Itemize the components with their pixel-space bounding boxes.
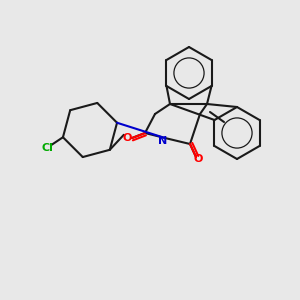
- Text: O: O: [122, 133, 132, 143]
- Text: Cl: Cl: [41, 143, 53, 153]
- Text: N: N: [158, 136, 168, 146]
- Text: O: O: [193, 154, 203, 164]
